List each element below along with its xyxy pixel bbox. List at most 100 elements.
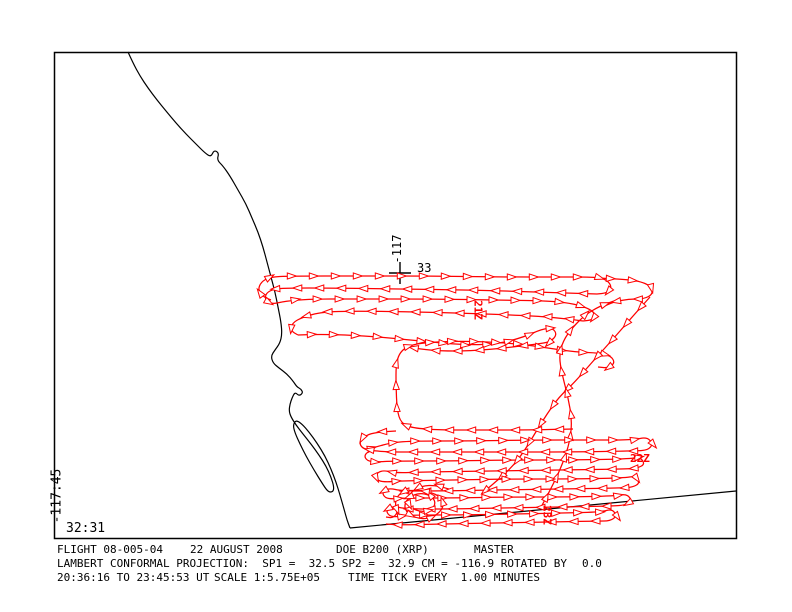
flight-id-text: FLIGHT 08-005-04 (57, 543, 163, 556)
time-tick-arrow (611, 474, 623, 483)
time-tick-arrow (545, 518, 557, 526)
time-tick-arrow (555, 289, 567, 297)
time-tick-arrow (534, 503, 546, 512)
time-tick-arrow (422, 295, 434, 303)
time-tick-arrow (479, 475, 491, 484)
time-tick-arrow (418, 272, 430, 280)
time-tick-arrow (567, 475, 579, 483)
longitude-left-label: -117:45 (49, 468, 65, 524)
time-tick-arrow (401, 285, 413, 293)
time-tick-arrow (568, 407, 576, 420)
time-tick-arrow (359, 432, 368, 444)
time-tick-arrow (263, 274, 276, 283)
time-tick-arrow (564, 325, 575, 337)
time-tick-arrow (435, 520, 447, 528)
time-tick-arrow (410, 437, 422, 445)
time-tick-arrow (547, 493, 559, 501)
time-tick-arrow (523, 518, 535, 527)
time-tick-arrow (313, 284, 325, 292)
time-tick-arrow (286, 272, 298, 280)
time-tick-arrow (555, 343, 564, 356)
time-tick-arrow (444, 295, 456, 304)
hour-tick-21z-label: 21Z (471, 300, 485, 320)
time-tick-arrow (468, 504, 480, 513)
time-tick-arrow (464, 486, 476, 495)
time-tick-arrow (435, 476, 447, 485)
master-text: MASTER (474, 543, 514, 556)
time-tick-arrow (481, 493, 493, 502)
time-tick-arrow (404, 509, 417, 519)
aircraft-text: DOE B200 (XRP) (336, 543, 429, 556)
time-tick-arrow (459, 340, 472, 349)
time-tick-arrow (453, 309, 465, 318)
time-tick-arrow (636, 301, 647, 312)
time-tick-arrow (539, 448, 551, 456)
time-tick-arrow (402, 343, 415, 352)
time-tick-arrow (559, 451, 568, 463)
time-tick-arrow (475, 310, 487, 318)
time-tick-arrow (579, 309, 591, 321)
time-tick-arrow (577, 289, 589, 298)
time-tick-arrow (352, 272, 364, 280)
time-tick-arrow (646, 282, 655, 295)
time-tick-arrow (556, 503, 568, 511)
time-tick-arrow (603, 361, 615, 372)
time-tick-arrow (604, 285, 615, 297)
time-tick-arrow (400, 295, 412, 303)
time-tick-arrow (550, 471, 560, 484)
time-tick-arrow (433, 483, 445, 491)
time-tick-arrow (378, 485, 390, 495)
time-tick-arrow (495, 466, 507, 475)
time-tick-arrow (423, 285, 435, 294)
time-tick-arrow (647, 438, 658, 450)
time-tick-arrow (574, 484, 586, 493)
time-tick-arrow (396, 272, 408, 280)
time-tick-arrow (385, 469, 398, 478)
time-tick-arrow (487, 426, 499, 434)
time-tick-arrow (592, 350, 604, 362)
time-tick-arrow (451, 467, 463, 476)
time-tick-arrow (269, 284, 281, 293)
time-tick-arrow (507, 510, 519, 518)
time-tick-arrow (256, 287, 266, 299)
time-tick-arrow (334, 295, 346, 303)
time-tick-arrow (356, 295, 368, 303)
time-tick-arrow (541, 313, 553, 321)
time-tick-arrow (589, 311, 600, 323)
time-tick-arrow (465, 426, 477, 434)
time-tick-arrow (607, 334, 619, 345)
time-tick-arrow (525, 493, 537, 501)
time-tick-arrow (498, 436, 510, 445)
time-tick-arrow (413, 476, 425, 485)
time-tick-arrow (443, 426, 455, 434)
time-tick-arrow (490, 504, 502, 512)
time-tick-arrow (391, 477, 403, 486)
time-tick-arrow (429, 347, 441, 355)
time-tick-arrow (385, 448, 397, 456)
time-tick-arrow (288, 323, 296, 336)
time-tick-arrow (485, 510, 497, 519)
time-tick-arrow (457, 519, 469, 528)
time-tick-arrow (458, 457, 470, 465)
time-tick-arrow (523, 475, 535, 483)
time-tick-arrow (599, 302, 611, 310)
time-tick-arrow (503, 338, 515, 347)
time-tick-arrow (558, 365, 567, 377)
time-tick-arrow (291, 284, 303, 292)
time-tick-arrow (627, 276, 639, 284)
longitude-top-label: -117 (390, 234, 404, 264)
time-tick-arrow (454, 437, 466, 445)
latitude-top-label: 33 (417, 261, 432, 275)
time-tick-arrow (413, 520, 425, 529)
time-tick-arrow (608, 436, 620, 444)
time-tick-arrow (524, 456, 536, 464)
time-tick-arrow (369, 457, 382, 466)
time-tick-arrow (312, 295, 324, 303)
time-tick-arrow (262, 296, 275, 306)
time-tick-arrow (612, 455, 624, 464)
time-tick-arrow (300, 311, 312, 319)
time-tick-arrow (442, 486, 454, 495)
time-tick-arrow (308, 272, 320, 280)
time-tick-arrow (517, 466, 529, 475)
